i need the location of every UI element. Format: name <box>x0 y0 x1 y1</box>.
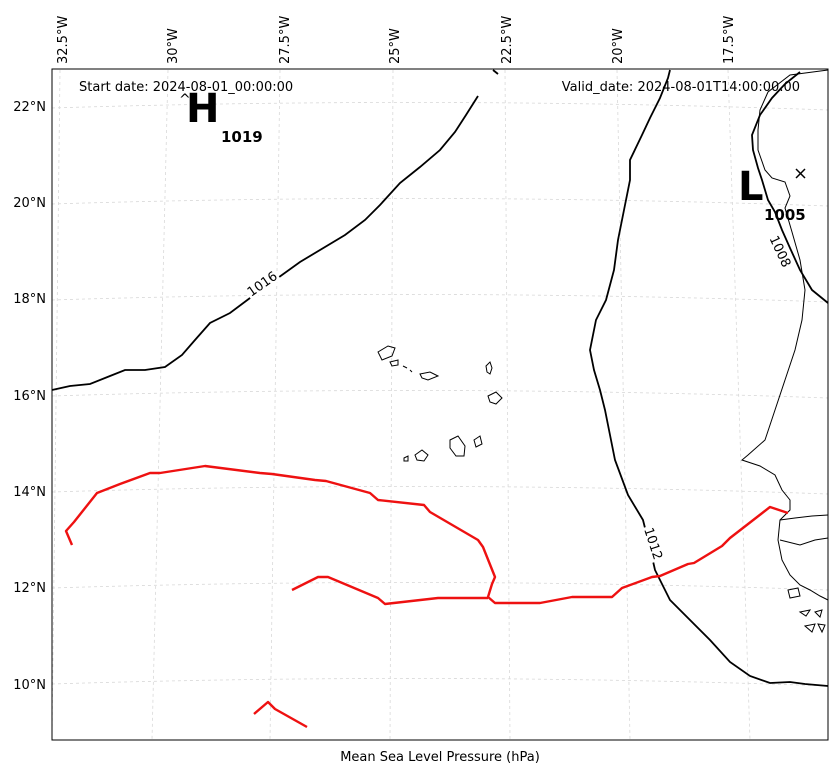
isobar-1012-line <box>492 69 499 75</box>
storm-track <box>64 464 789 729</box>
lon-label: 25°W <box>388 28 403 64</box>
isobar-label-1016: 1016 <box>242 266 282 301</box>
lat-label: 20°N <box>13 196 46 211</box>
map-frame <box>51 68 829 741</box>
map-caption: Mean Sea Level Pressure (hPa) <box>340 750 540 765</box>
high-center-marker-icon: ^ <box>179 92 191 108</box>
isobar-label-1012: 1012 <box>640 523 668 563</box>
start-date: Start date: 2024-08-01_00:00:00 <box>79 80 293 95</box>
coastline <box>377 69 829 634</box>
high-pressure-symbol: H <box>186 86 219 132</box>
lat-label: 18°N <box>13 292 46 307</box>
longitude-labels: 32.5°W 30°W 27.5°W 25°W 22.5°W 20°W 17.5… <box>56 16 737 64</box>
low-pressure-value: 1005 <box>764 206 806 224</box>
lat-label: 12°N <box>13 581 46 596</box>
lat-label: 16°N <box>13 389 46 404</box>
lon-label: 32.5°W <box>56 16 71 64</box>
x-marker-icon <box>795 168 806 179</box>
low-pressure-symbol: L <box>738 164 764 210</box>
lon-label: 17.5°W <box>722 16 737 64</box>
lat-label: 22°N <box>13 100 46 115</box>
isobar-1008-line <box>751 71 829 304</box>
graticule <box>51 69 829 741</box>
high-pressure-value: 1019 <box>221 128 263 146</box>
lon-label: 22.5°W <box>500 16 515 64</box>
lat-label: 10°N <box>13 678 46 693</box>
isobars <box>51 69 829 687</box>
lat-label: 14°N <box>13 485 46 500</box>
latitude-labels: 22°N 20°N 18°N 16°N 14°N 12°N 10°N <box>13 100 46 693</box>
lon-label: 20°W <box>611 28 626 64</box>
lon-label: 30°W <box>166 28 181 64</box>
lon-label: 27.5°W <box>278 16 293 64</box>
isobar-1012-line <box>589 69 829 687</box>
isobar-1016-line <box>51 95 479 391</box>
valid-date: Valid_date: 2024-08-01T14:00:00.00 <box>562 80 800 95</box>
isobar-label-text: 1012 <box>640 526 664 562</box>
